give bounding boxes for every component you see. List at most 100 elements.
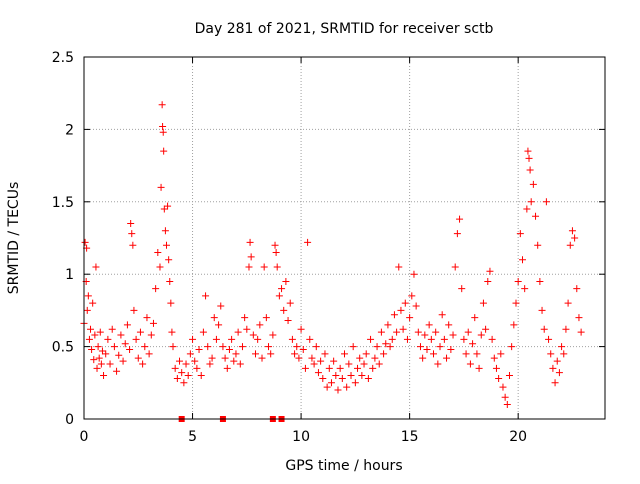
data-point (447, 345, 455, 353)
data-point (256, 321, 264, 329)
data-point (258, 354, 266, 362)
data-point (202, 292, 210, 300)
data-point (98, 347, 106, 355)
data-point (408, 292, 416, 300)
data-point (451, 263, 459, 271)
data-point (134, 354, 142, 362)
data-point (484, 277, 492, 285)
data-point (477, 331, 485, 339)
data-point (314, 369, 322, 377)
data-point (464, 328, 472, 336)
data-point (323, 383, 331, 391)
data-point (351, 379, 359, 387)
data-point (482, 325, 490, 333)
data-point (85, 335, 93, 343)
data-point (529, 180, 537, 188)
data-point (267, 350, 275, 358)
data-point (173, 374, 181, 382)
data-point (317, 357, 325, 365)
data-point (575, 314, 583, 322)
data-point (141, 343, 149, 351)
data-point (532, 212, 540, 220)
data-point (123, 321, 131, 329)
data-point (286, 299, 294, 307)
data-point (304, 238, 312, 246)
data-point (553, 357, 561, 365)
data-point (458, 285, 466, 293)
x-tick-label: 15 (401, 429, 419, 445)
data-point (160, 205, 168, 213)
data-point (453, 230, 461, 238)
data-point (364, 374, 372, 382)
data-point (291, 350, 299, 358)
data-point (97, 360, 105, 368)
data-point (92, 263, 100, 271)
data-point (91, 331, 99, 339)
data-point (164, 202, 172, 210)
data-point (104, 335, 112, 343)
data-point (102, 350, 110, 358)
data-point (271, 241, 279, 249)
data-point (269, 331, 277, 339)
data-point (278, 285, 286, 293)
data-point (282, 277, 290, 285)
data-point (161, 227, 169, 235)
data-point (462, 350, 470, 358)
data-point (386, 343, 394, 351)
data-point (505, 372, 513, 380)
data-point (349, 343, 357, 351)
x-tick-label: 5 (188, 429, 197, 445)
data-point (336, 364, 344, 372)
data-point (492, 364, 500, 372)
data-point (568, 227, 576, 235)
data-point (275, 292, 283, 300)
data-point (128, 230, 136, 238)
data-point (149, 319, 157, 327)
data-point (215, 321, 223, 329)
data-point (288, 335, 296, 343)
data-point (154, 248, 162, 256)
data-point (560, 350, 568, 358)
data-point (212, 335, 220, 343)
data-point (219, 343, 227, 351)
data-point (265, 343, 273, 351)
data-point (508, 343, 516, 351)
data-point (371, 354, 379, 362)
data-point (199, 328, 207, 336)
data-point (176, 357, 184, 365)
data-point (160, 147, 168, 155)
x-tick-label: 10 (292, 429, 310, 445)
data-point (280, 306, 288, 314)
data-point (81, 238, 89, 246)
data-point (221, 354, 229, 362)
data-point (547, 350, 555, 358)
data-point (466, 360, 474, 368)
data-point (223, 364, 231, 372)
axis-ticks: 0 5 10 15 20 0 0.5 1 1.5 2 2.5 (52, 50, 605, 445)
data-point (382, 340, 390, 348)
data-point (83, 306, 91, 314)
data-point (156, 263, 164, 271)
data-point (460, 335, 468, 343)
data-point (115, 351, 123, 359)
data-point (562, 325, 570, 333)
data-point (380, 350, 388, 358)
data-point (443, 354, 451, 362)
data-point (157, 183, 165, 191)
data-point (440, 335, 448, 343)
x-axis-label: GPS time / hours (285, 458, 402, 474)
data-point (165, 256, 173, 264)
data-point (127, 220, 135, 228)
data-point (110, 343, 118, 351)
data-point (524, 147, 532, 155)
data-point (241, 314, 249, 322)
y-tick-label: 1.5 (52, 195, 74, 211)
data-point (527, 198, 535, 206)
data-point (321, 350, 329, 358)
data-point (106, 360, 114, 368)
data-point (345, 360, 353, 368)
data-point (490, 354, 498, 362)
data-point (406, 314, 414, 322)
data-point (178, 369, 186, 377)
